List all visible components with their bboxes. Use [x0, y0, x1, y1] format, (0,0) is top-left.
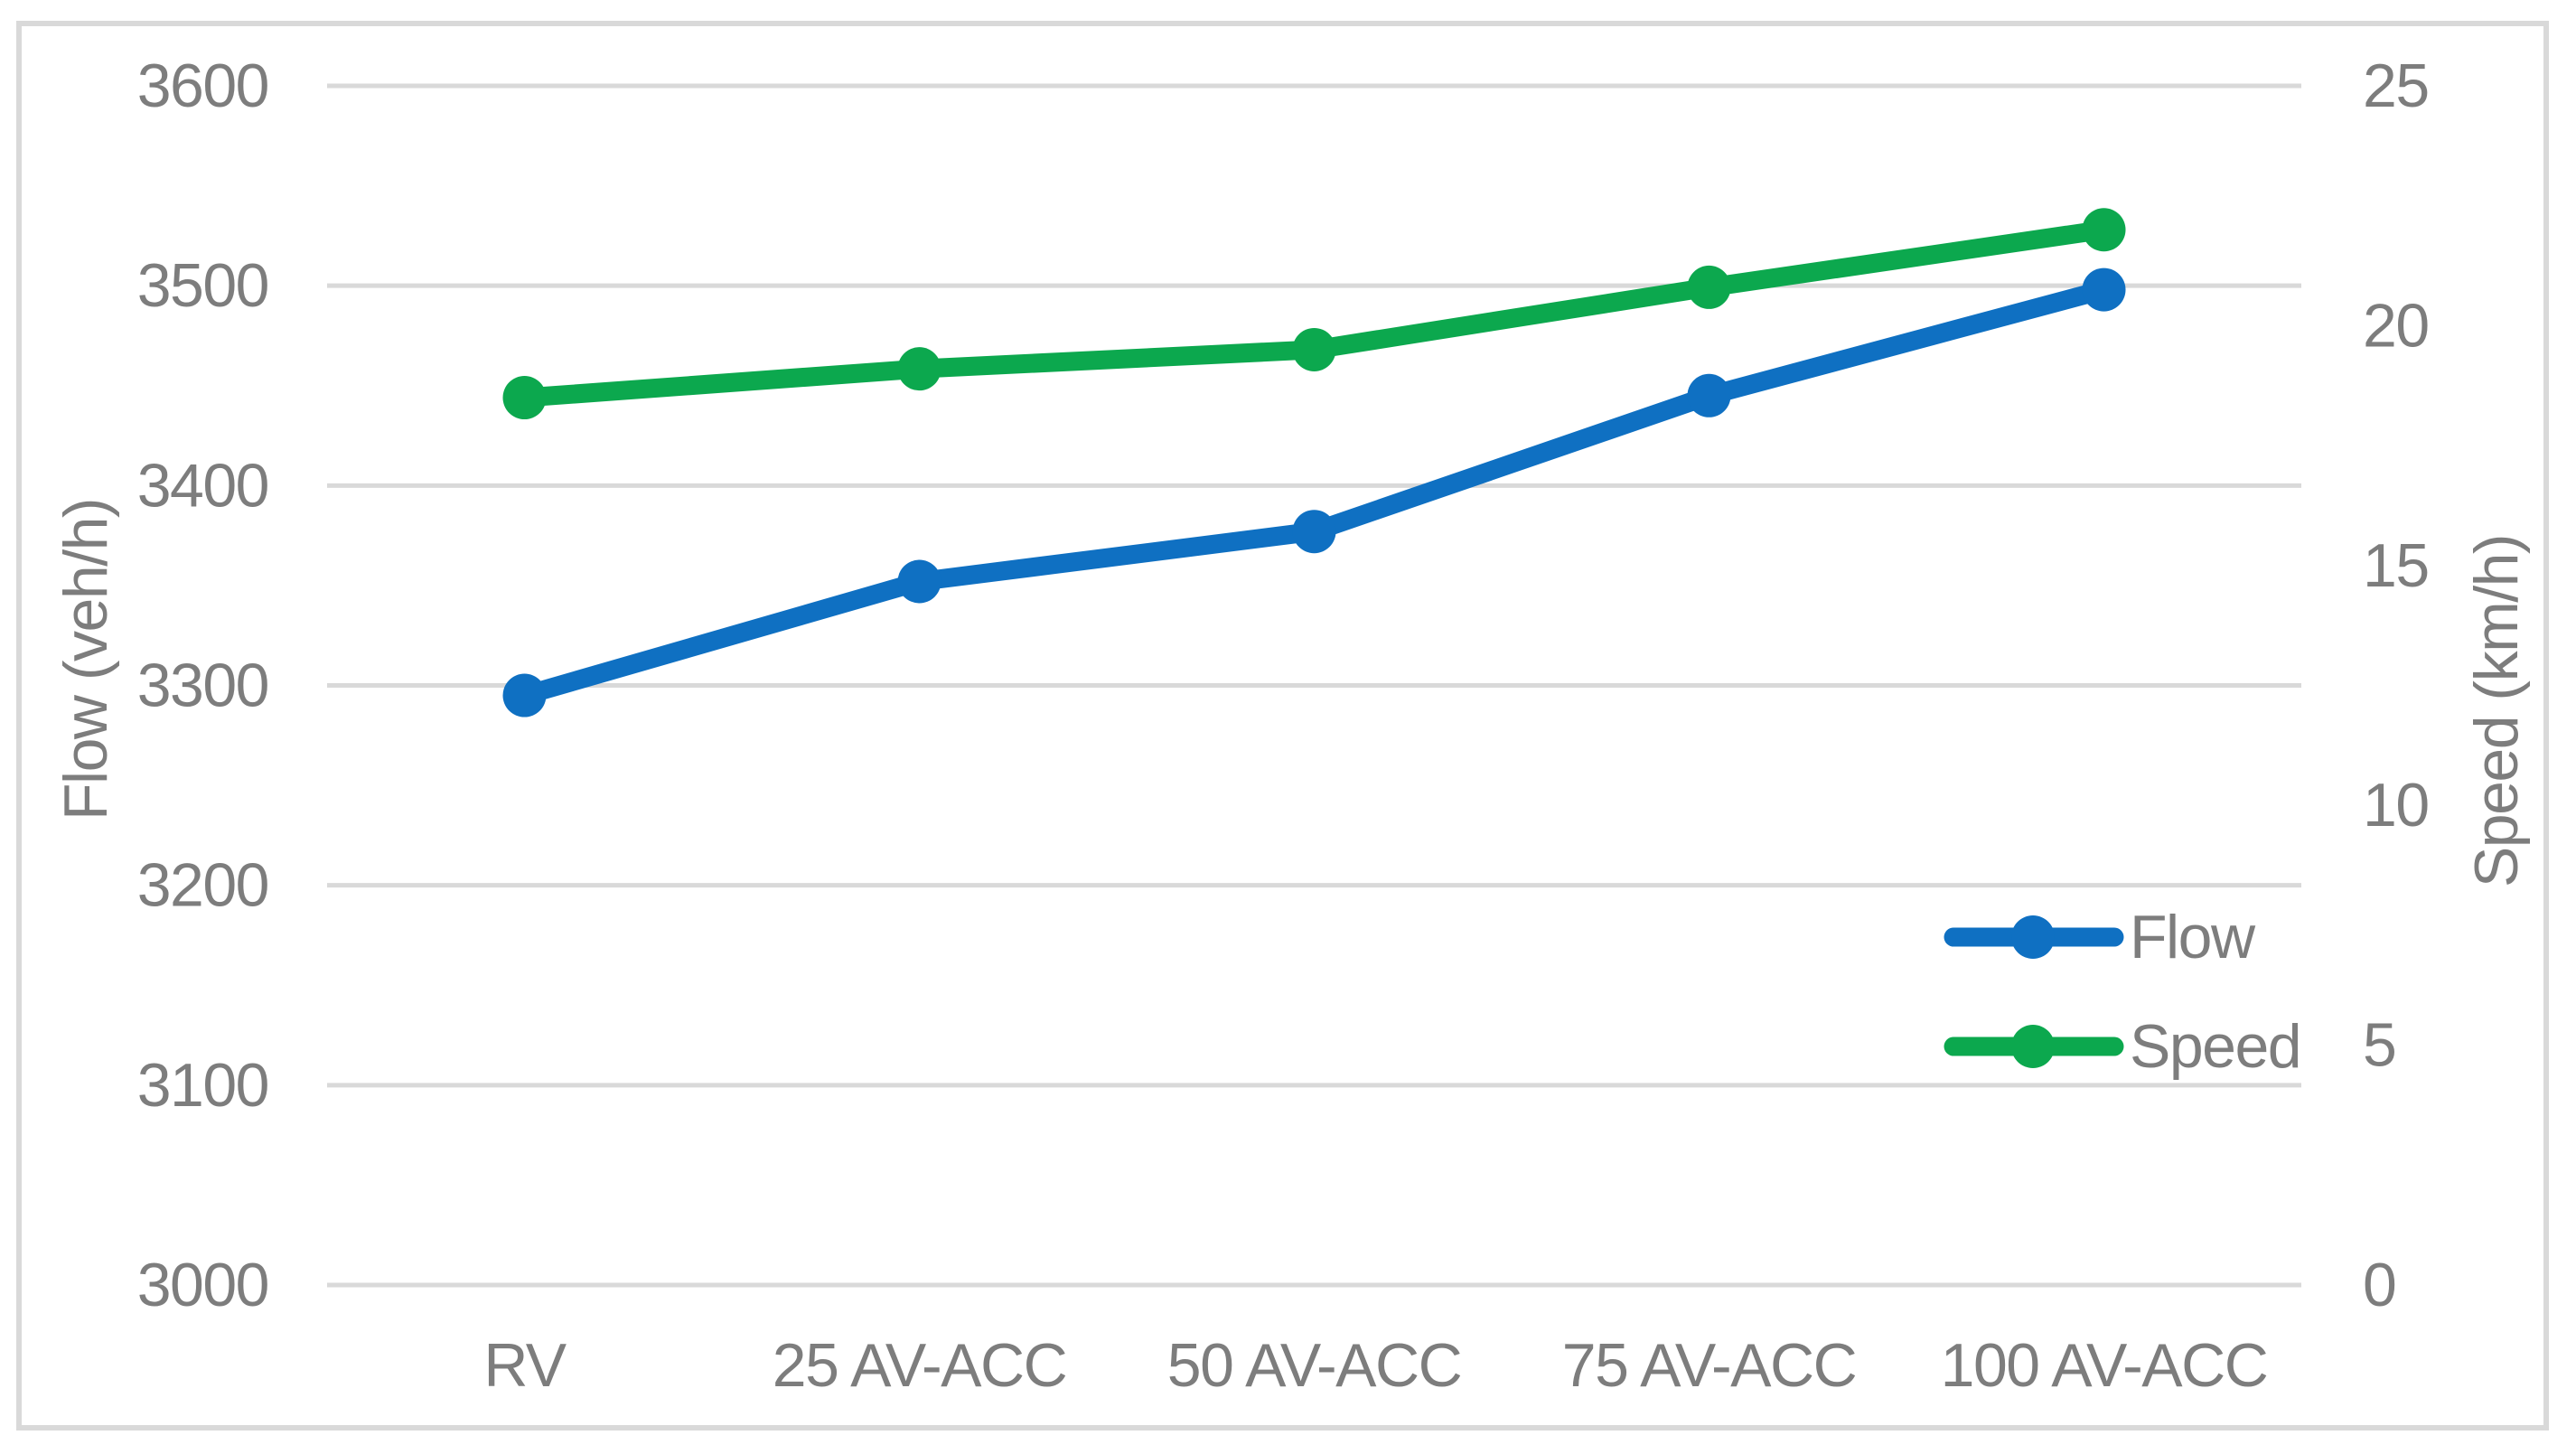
x-axis-category-label: 25 AV-ACC: [773, 1331, 1066, 1400]
legend: Flow Speed: [1944, 903, 2302, 1081]
speed-marker: [1292, 327, 1336, 371]
flow-marker: [1292, 510, 1336, 554]
flow-marker: [2082, 267, 2126, 312]
x-axis-category-label: 100 AV-ACC: [1941, 1331, 2268, 1400]
legend-marker-sample: [2011, 915, 2055, 959]
left-axis-tick-label: 3300: [137, 652, 268, 720]
speed-series: [502, 208, 2126, 420]
flow-marker: [1687, 373, 1731, 417]
right-axis-tick-label: 15: [2363, 531, 2429, 600]
left-axis-tick-label: 3500: [137, 251, 268, 320]
speed-series-line: [515, 220, 2113, 408]
x-axis-category-labels: RV 25 AV-ACC 50 AV-ACC 75 AV-ACC 100 AV-ACC: [483, 1331, 2268, 1400]
gridlines: [327, 83, 2301, 1288]
flow-marker: [502, 673, 547, 718]
x-axis-category-label: 50 AV-ACC: [1167, 1331, 1461, 1400]
right-axis-tick-label: 0: [2363, 1251, 2395, 1319]
right-axis-title: Speed (km/h): [2462, 535, 2531, 887]
legend-entry-speed: Speed: [1944, 1012, 2302, 1081]
left-axis-tick-label: 3000: [137, 1251, 268, 1319]
flow-series: [502, 267, 2126, 718]
legend-label: Flow: [2130, 903, 2256, 971]
right-axis-tick-label: 20: [2363, 291, 2429, 360]
left-axis-title: Flow (veh/h): [52, 499, 120, 821]
legend-label: Speed: [2130, 1012, 2300, 1081]
left-axis-tick-label: 3600: [137, 52, 268, 120]
right-axis-tick-labels: 25 20 15 10 5 0: [2363, 52, 2430, 1319]
legend-entry-flow: Flow: [1944, 903, 2257, 971]
legend-marker-sample: [2011, 1025, 2055, 1068]
left-axis-tick-label: 3400: [137, 451, 268, 520]
speed-marker: [2082, 208, 2126, 252]
x-axis-category-label: 75 AV-ACC: [1562, 1331, 1856, 1400]
left-axis-tick-labels: 3600 3500 3400 3300 3200 3100 3000: [137, 52, 270, 1319]
left-axis-tick-label: 3100: [137, 1051, 268, 1120]
left-axis-tick-label: 3200: [137, 851, 268, 920]
speed-marker: [1687, 265, 1731, 309]
right-axis-tick-label: 10: [2363, 771, 2429, 840]
speed-marker: [897, 347, 941, 391]
speed-marker: [502, 376, 547, 420]
right-axis-tick-label: 25: [2363, 52, 2429, 120]
x-axis-category-label: RV: [483, 1331, 567, 1400]
chart-border: [16, 21, 2549, 1431]
right-axis-tick-label: 5: [2363, 1011, 2395, 1080]
flow-marker: [897, 559, 941, 604]
